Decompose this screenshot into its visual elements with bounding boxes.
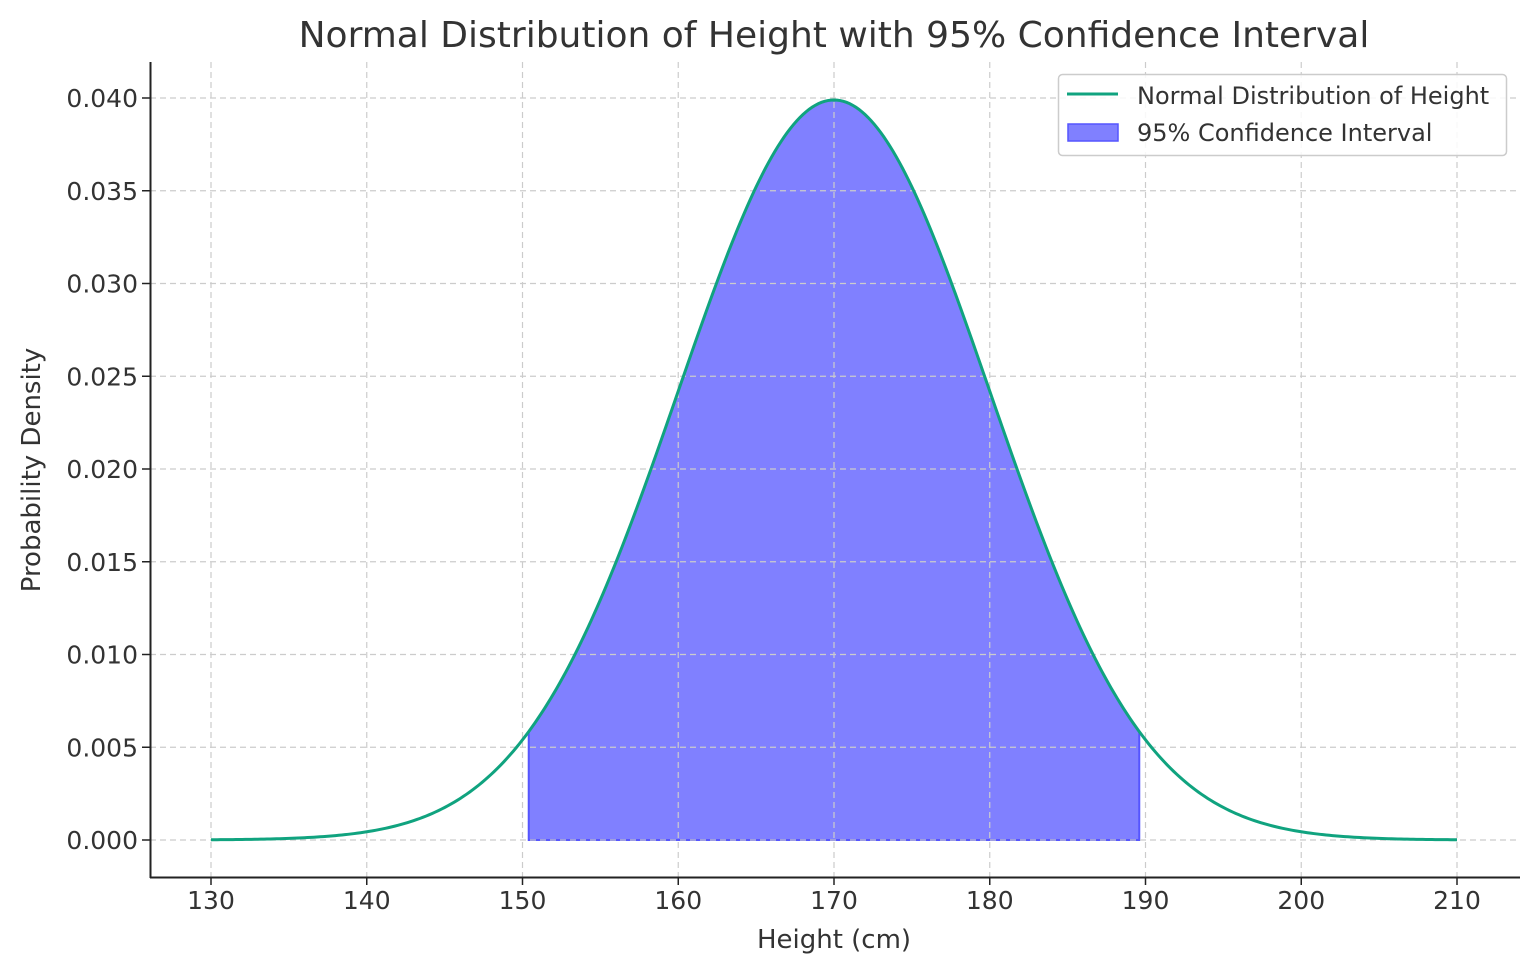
chart-title: Normal Distribution of Height with 95% C… <box>299 15 1370 56</box>
legend: Normal Distribution of Height 95% Confid… <box>1057 73 1508 157</box>
x-tick-label: 170 <box>810 886 858 915</box>
x-tick-label: 210 <box>1433 886 1481 915</box>
legend-label-fill: 95% Confidence Interval <box>1137 119 1432 147</box>
y-tick-label: 0.015 <box>66 548 138 577</box>
x-tick-label: 190 <box>1122 886 1170 915</box>
y-tick-label: 0.040 <box>66 84 138 113</box>
x-axis-label: Height (cm) <box>757 925 911 955</box>
x-tick-label: 140 <box>343 886 391 915</box>
legend-box <box>1057 73 1508 157</box>
legend-fill-swatch <box>1067 123 1119 142</box>
confidence-interval-area <box>527 98 1141 841</box>
legend-label-line: Normal Distribution of Height <box>1137 82 1489 110</box>
x-tick-label: 200 <box>1277 886 1325 915</box>
y-axis-label: Probability Density <box>17 348 47 593</box>
y-tick-label: 0.010 <box>66 641 138 670</box>
y-tick-label: 0.035 <box>66 177 138 206</box>
y-tick-label: 0.020 <box>66 455 138 484</box>
y-tick-label: 0.005 <box>66 733 138 762</box>
y-tick-label: 0.000 <box>66 826 138 855</box>
x-tick-label: 130 <box>187 886 235 915</box>
normal-distribution-line <box>210 98 1458 842</box>
y-tick-label: 0.030 <box>66 270 138 299</box>
y-tick-label: 0.025 <box>66 362 138 391</box>
x-tick-label: 150 <box>499 886 547 915</box>
x-tick-label: 180 <box>966 886 1014 915</box>
x-tick-label: 160 <box>654 886 702 915</box>
